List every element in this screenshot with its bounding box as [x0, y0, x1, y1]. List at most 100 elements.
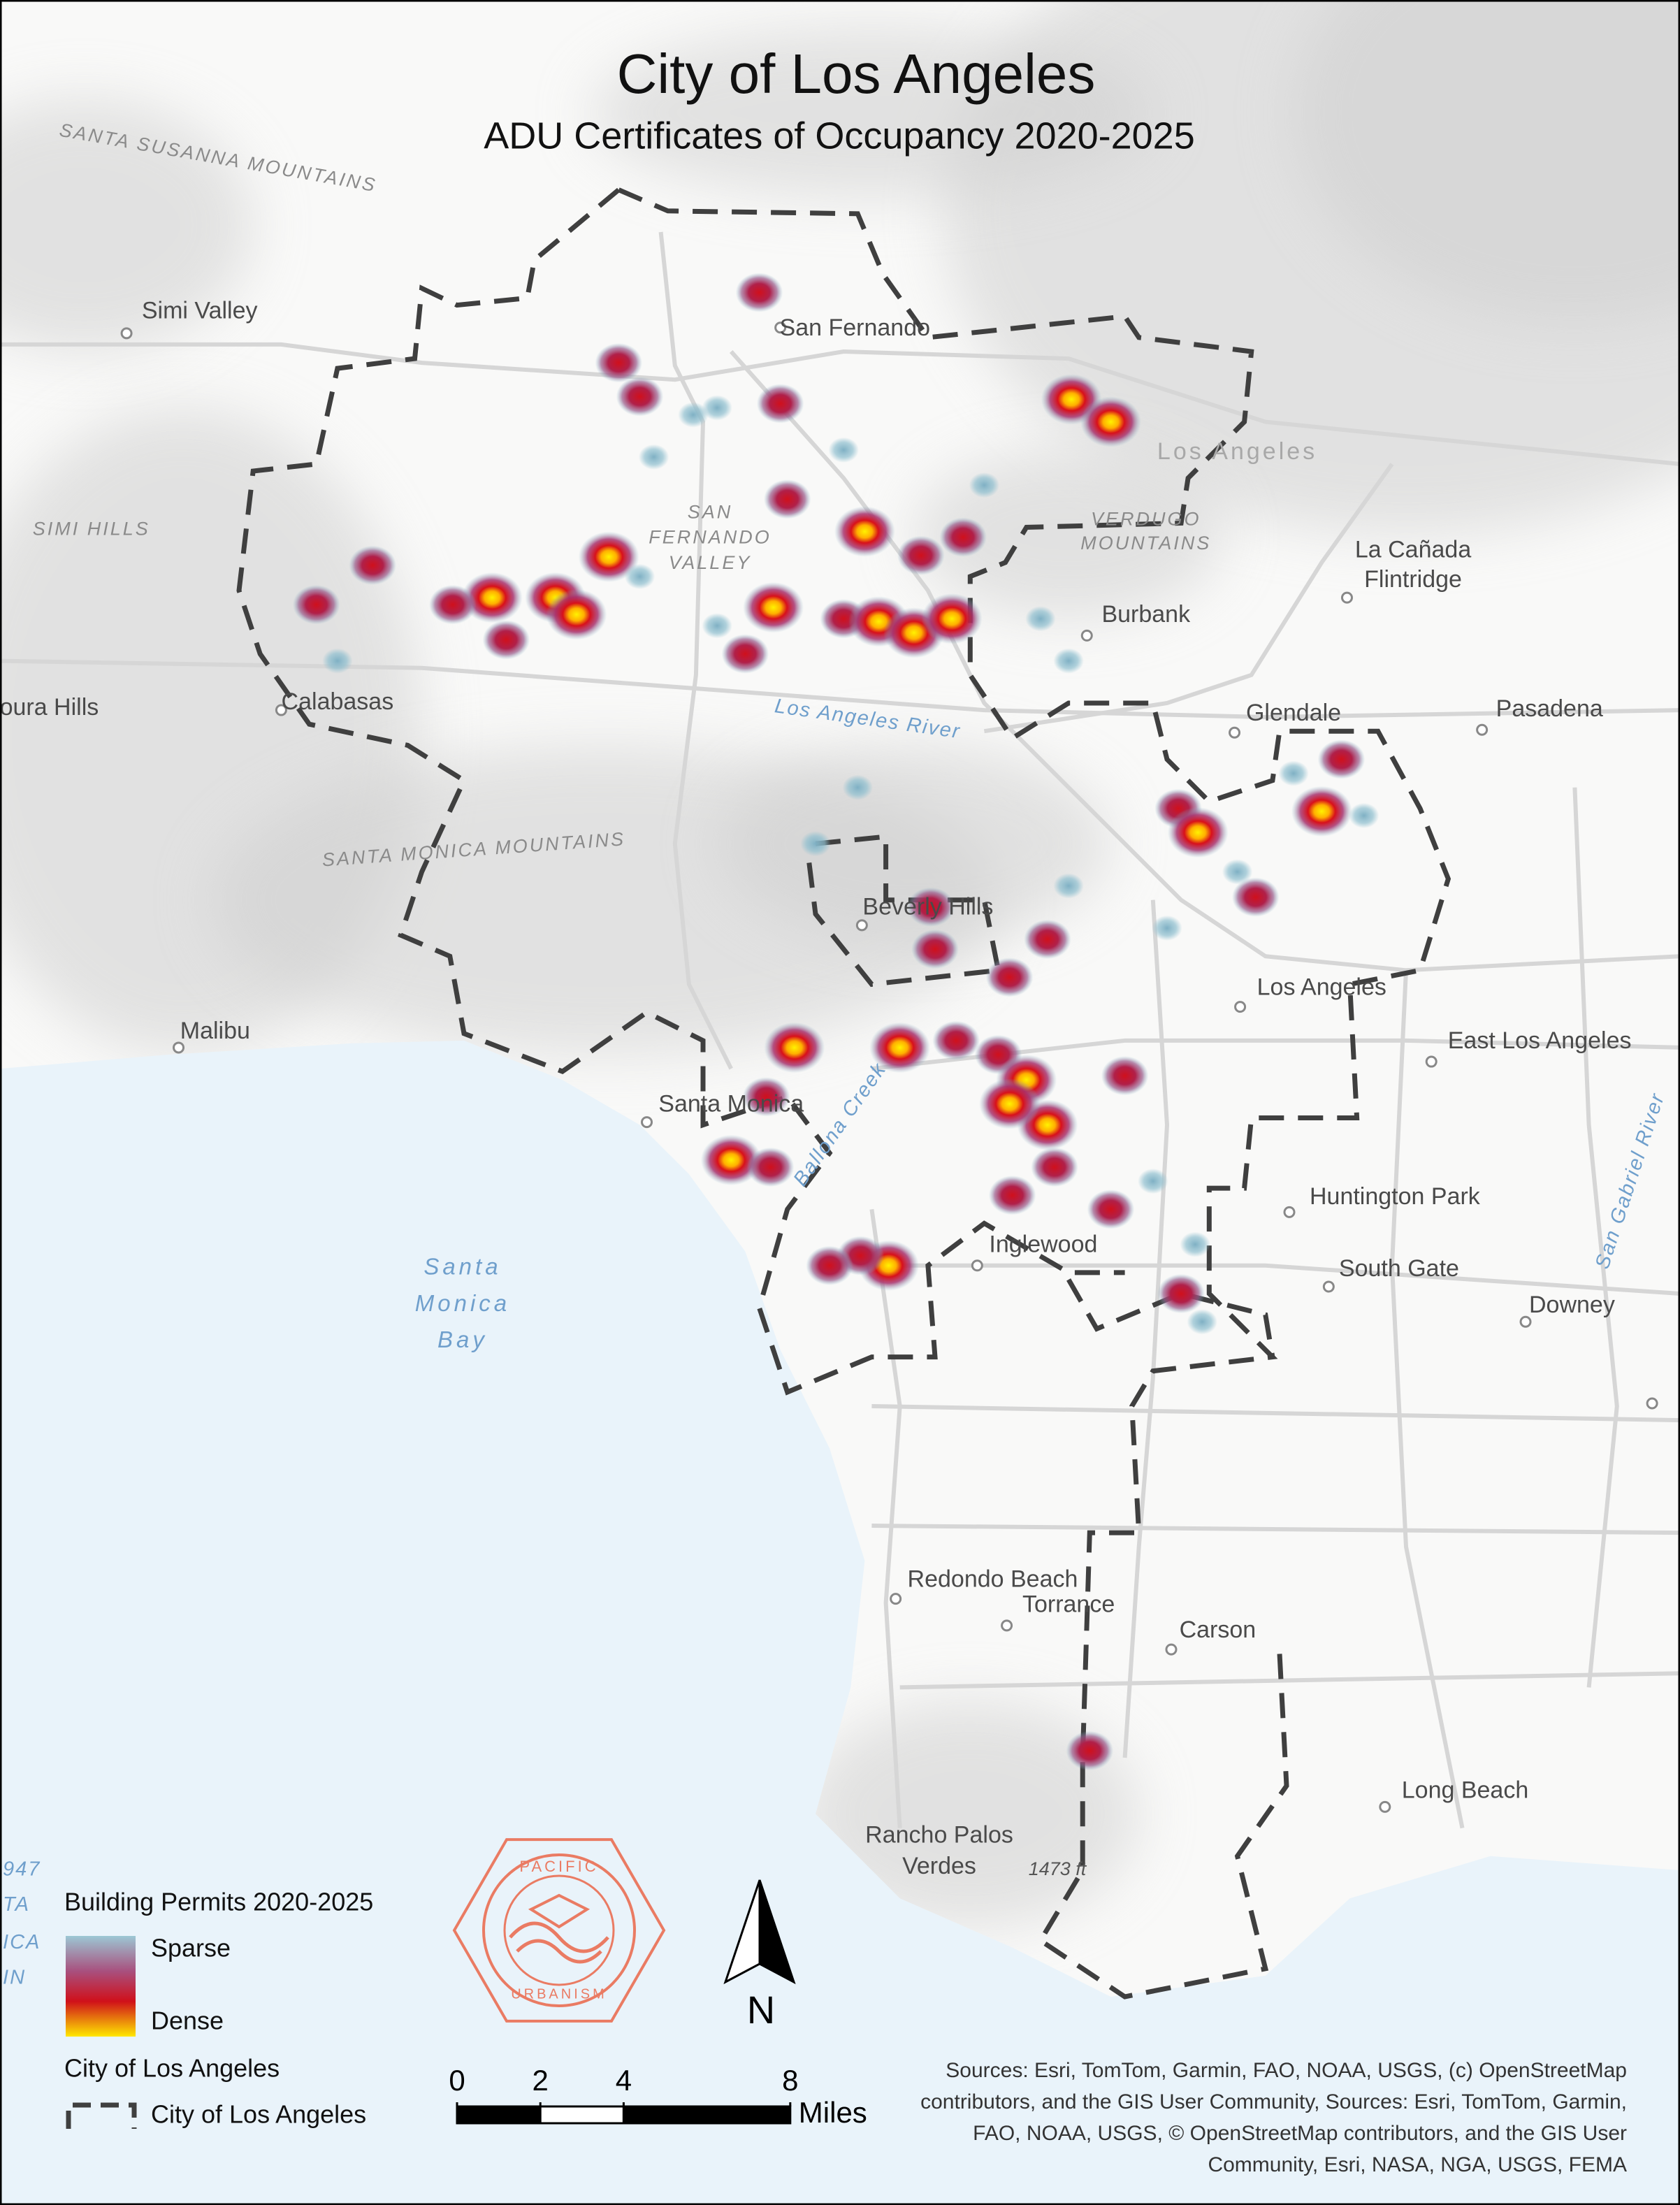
- map-furniture: City of Los Angeles ADU Certificates of O…: [449, 43, 1627, 2176]
- place-label: East Los Angeles: [1448, 1027, 1632, 1054]
- legend-dense: Dense: [151, 2007, 224, 2035]
- town-dot: [1322, 1280, 1335, 1293]
- place-label: Flintridge: [1364, 566, 1462, 593]
- town-dot: [173, 1041, 185, 1054]
- heat-spot: [1053, 873, 1084, 899]
- legend: Building Permits 2020-2025 Sparse Dense Cit…: [64, 1888, 373, 2129]
- heat-spot: [1101, 1056, 1149, 1096]
- heat-spot: [1080, 396, 1141, 447]
- place-label: Bay: [437, 1326, 488, 1352]
- heat-spot: [482, 620, 530, 660]
- boundary-line: [1066, 1278, 1275, 1358]
- heat-spot: [1025, 606, 1056, 632]
- heat-spot: [806, 1245, 853, 1285]
- place-label: Santa Monica: [658, 1090, 804, 1117]
- logo-ring: [482, 1853, 636, 2007]
- heat-spot: [939, 517, 987, 557]
- sources-line: FAO, NOAA, USGS, © OpenStreetMap contrib…: [973, 2122, 1627, 2145]
- heat-spot: [800, 831, 831, 857]
- heat-spot: [678, 402, 709, 428]
- logo-ring-inner: [503, 1874, 615, 1986]
- boundary-line: [617, 187, 1451, 2000]
- town-dot: [275, 704, 287, 716]
- place-label: IN: [3, 1967, 26, 1989]
- road: [658, 231, 733, 1070]
- legend-boundary-item: City of Los Angeles: [151, 2100, 366, 2129]
- place-label: Downey: [1529, 1292, 1615, 1318]
- heat-spot: [932, 1020, 980, 1061]
- place-label: oura Hills: [0, 694, 99, 721]
- heat-spot: [756, 384, 804, 424]
- logo-wave: [509, 1921, 609, 1964]
- heat-spot: [700, 1134, 762, 1186]
- road: [869, 1208, 902, 1828]
- heat-spot: [921, 593, 983, 644]
- sources-line: Sources: Esri, TomTom, Garmin, FAO, NOAA…: [946, 2059, 1627, 2082]
- map-subtitle: ADU Certificates of Occupancy 2020-2025: [484, 115, 1195, 157]
- ocean: [0, 1040, 1680, 2205]
- heat-spot: [907, 887, 955, 927]
- heat-spot: [834, 506, 895, 557]
- road: [1572, 787, 1619, 1688]
- scale-segment: [622, 2105, 792, 2125]
- heat-spot: [735, 273, 783, 312]
- heat-spot: [595, 342, 643, 383]
- hill: [1294, 0, 1680, 324]
- heat-spot: [578, 531, 639, 582]
- road: [983, 463, 1394, 734]
- sources-line: Community, Esri, NASA, NGA, USGS, FEMA: [1208, 2153, 1627, 2176]
- road: [0, 658, 1680, 720]
- heat-spot: [969, 472, 1000, 498]
- place-label: FERNANDO: [649, 527, 772, 548]
- town-dot: [971, 1259, 983, 1272]
- road: [871, 1263, 1680, 1296]
- heat-spot: [1024, 919, 1071, 960]
- heat-spot: [746, 1147, 795, 1187]
- heat-spot: [702, 395, 732, 421]
- place-label: Huntington Park: [1310, 1183, 1481, 1210]
- roads: [0, 231, 1680, 1829]
- scale-segment: [539, 2105, 625, 2125]
- town-dot: [1340, 591, 1353, 604]
- heat-spot: [763, 479, 811, 519]
- hill: [801, 1701, 1139, 1927]
- heat-spot: [1187, 1309, 1217, 1335]
- heat-spot: [1167, 807, 1229, 858]
- town-dot: [1476, 723, 1489, 736]
- heat-spot: [624, 563, 656, 590]
- heat-spot: [742, 1077, 790, 1117]
- legend-sparse: Sparse: [151, 1934, 231, 1962]
- town-dot: [855, 919, 868, 932]
- place-label: Beverly Hills: [862, 894, 993, 920]
- heat-spot: [828, 437, 859, 463]
- place-label: Glendale: [1246, 700, 1341, 726]
- heat-spot: [985, 957, 1034, 997]
- heat-spot: [764, 1022, 825, 1073]
- place-label: Los Angeles: [1157, 438, 1317, 465]
- place-label: TA: [3, 1893, 30, 1916]
- heat-spot: [988, 1176, 1036, 1215]
- logo-top: PACIFIC: [519, 1858, 598, 1875]
- place-label: 947: [3, 1858, 41, 1881]
- heat-spot: [869, 1022, 931, 1073]
- scale-label: 4: [616, 2064, 632, 2097]
- map-title: City of Los Angeles: [617, 43, 1096, 105]
- place-label: Rancho Palos: [865, 1822, 1013, 1849]
- heat-spot: [1180, 1231, 1210, 1257]
- road: [871, 1404, 1680, 1423]
- boundary-line: [236, 187, 1125, 1396]
- legend-boundary-symbol: [66, 2102, 137, 2129]
- place-label: Los Angeles: [1257, 974, 1386, 1000]
- heat-spot: [1348, 802, 1380, 829]
- scale-segment: [456, 2105, 542, 2125]
- scale-label: 0: [449, 2064, 465, 2097]
- town-dot: [1001, 1619, 1013, 1632]
- town-dot: [1646, 1397, 1658, 1410]
- place-label: Torrance: [1022, 1591, 1115, 1618]
- road: [0, 342, 1680, 466]
- heat-spot: [322, 648, 353, 674]
- heat-spot: [1317, 739, 1366, 779]
- hill: [591, 28, 1153, 197]
